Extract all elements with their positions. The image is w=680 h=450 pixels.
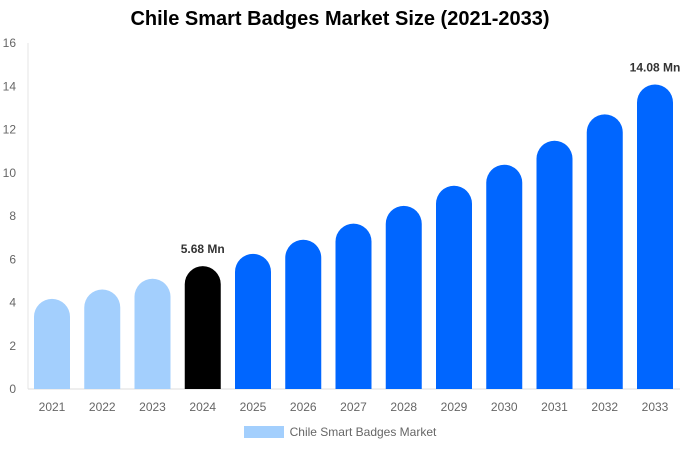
x-tick-label: 2030	[491, 400, 518, 414]
legend-label: Chile Smart Badges Market	[289, 425, 437, 439]
chart-title: Chile Smart Badges Market Size (2021-203…	[130, 8, 550, 30]
data-label-2033: 14.08 Mn	[630, 61, 680, 75]
x-tick-label: 2025	[240, 400, 267, 414]
y-tick-label: 0	[9, 382, 16, 396]
x-tick-label: 2021	[39, 400, 66, 414]
bar-2022	[84, 289, 121, 389]
y-tick-label: 8	[9, 209, 16, 223]
y-tick-label: 4	[9, 296, 16, 310]
bar-2029	[436, 185, 472, 389]
y-tick-label: 10	[3, 166, 17, 180]
bar-2033	[637, 84, 673, 390]
y-tick-label: 6	[9, 252, 16, 266]
bar-2023	[134, 278, 171, 389]
x-tick-label: 2029	[441, 400, 468, 414]
bar-2031	[536, 140, 573, 389]
bar-2025	[235, 253, 271, 389]
bar-2032	[586, 114, 623, 390]
x-tick-label: 2022	[89, 400, 116, 414]
bar-2028	[385, 205, 422, 389]
bar-2021	[34, 298, 70, 389]
bar-2024	[184, 266, 221, 389]
x-tick-label: 2032	[591, 400, 618, 414]
y-tick-label: 2	[9, 339, 16, 353]
bar-2026	[285, 239, 322, 389]
x-tick-label: 2023	[139, 400, 166, 414]
y-tick-label: 16	[3, 36, 17, 50]
legend[interactable]: Chile Smart Badges Market	[0, 425, 680, 439]
bar-2030	[486, 164, 523, 389]
x-tick-label: 2026	[290, 400, 317, 414]
x-tick-label: 2024	[189, 400, 216, 414]
x-tick-label: 2028	[390, 400, 417, 414]
x-tick-label: 2033	[642, 400, 669, 414]
y-tick-label: 14	[3, 79, 17, 93]
legend-swatch	[243, 426, 284, 438]
data-label-2024: 5.68 Mn	[181, 242, 225, 256]
y-tick-label: 12	[3, 123, 17, 137]
x-tick-label: 2031	[541, 400, 568, 414]
bar-2027	[335, 223, 372, 389]
x-tick-label: 2027	[340, 400, 367, 414]
